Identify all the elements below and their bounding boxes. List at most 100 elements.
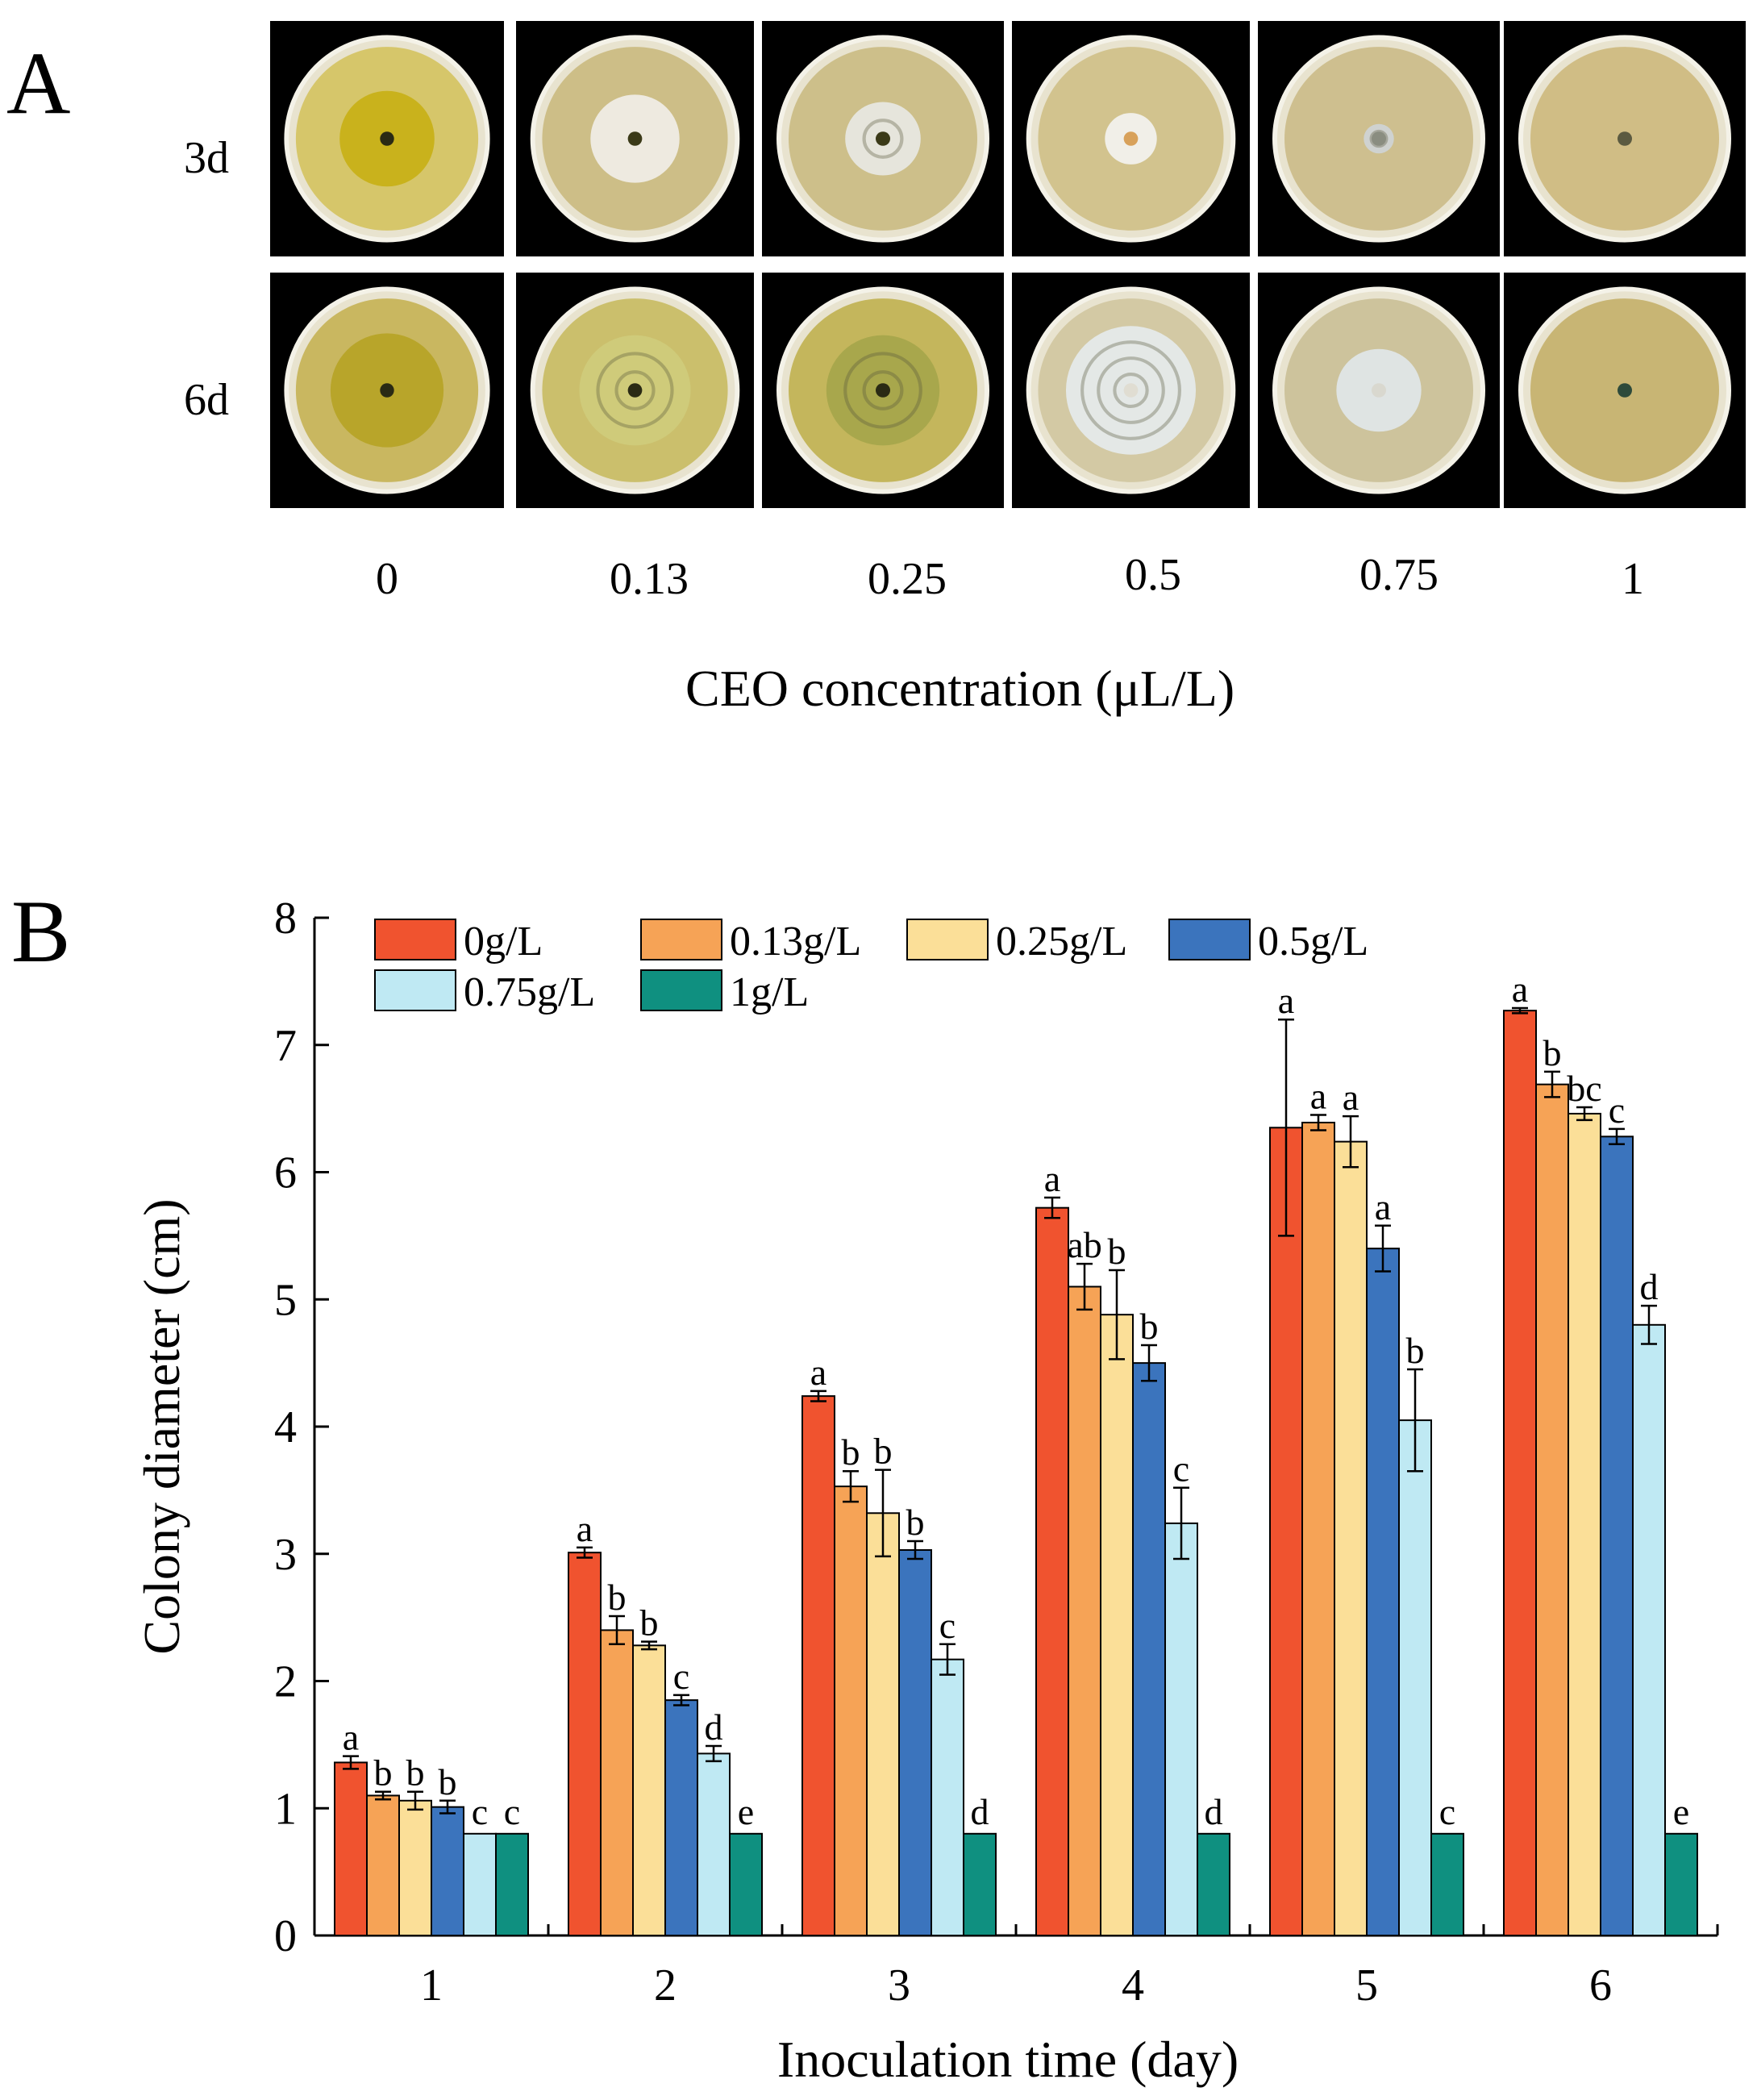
petri-dish-photo bbox=[1504, 21, 1746, 256]
significance-letter: b bbox=[608, 1577, 627, 1618]
bar bbox=[697, 1752, 731, 1936]
significance-letter: e bbox=[738, 1791, 754, 1832]
x-tick-label: 5 bbox=[1355, 1960, 1378, 2010]
x-tick-label: 3 bbox=[888, 1960, 910, 2010]
significance-letter: a bbox=[1343, 1077, 1359, 1118]
significance-letter: c bbox=[673, 1656, 689, 1697]
bar bbox=[1568, 1112, 1601, 1937]
significance-letter: b bbox=[1140, 1306, 1159, 1347]
bar bbox=[1430, 1832, 1464, 1937]
bar bbox=[1100, 1314, 1134, 1937]
bar bbox=[834, 1485, 868, 1936]
concentration-label: 0.13 bbox=[610, 554, 689, 604]
bar bbox=[931, 1658, 964, 1937]
significance-letter: c bbox=[939, 1605, 956, 1646]
bar bbox=[866, 1512, 900, 1936]
legend-label: 1g/L bbox=[730, 969, 809, 1015]
significance-letter: c bbox=[1609, 1090, 1625, 1131]
bar bbox=[1366, 1248, 1400, 1936]
legend-swatch bbox=[374, 969, 456, 1011]
row-label-6d: 6d bbox=[184, 375, 229, 425]
significance-letter: a bbox=[343, 1717, 359, 1758]
significance-letter: bc bbox=[1567, 1068, 1601, 1109]
bar bbox=[1035, 1206, 1069, 1937]
significance-letter: b bbox=[874, 1431, 893, 1472]
significance-letter: d bbox=[1640, 1266, 1659, 1307]
legend-swatch bbox=[640, 969, 722, 1011]
y-tick-label: 0 bbox=[274, 1911, 297, 1961]
bar bbox=[729, 1832, 763, 1937]
significance-letter: a bbox=[1310, 1076, 1326, 1117]
bar bbox=[898, 1549, 932, 1936]
significance-letter: b bbox=[640, 1602, 659, 1644]
significance-letter: b bbox=[906, 1502, 925, 1543]
y-tick-label: 2 bbox=[274, 1657, 297, 1707]
legend-label: 0.75g/L bbox=[464, 969, 595, 1015]
significance-letter: d bbox=[971, 1791, 989, 1832]
y-tick-label: 4 bbox=[274, 1402, 297, 1452]
significance-letter: a bbox=[1512, 969, 1528, 1010]
significance-letter: c bbox=[1439, 1791, 1455, 1832]
petri-dish-photo bbox=[1012, 21, 1250, 256]
legend-swatch bbox=[906, 919, 989, 960]
x-tick-label: 6 bbox=[1589, 1960, 1612, 2010]
significance-letter: b bbox=[406, 1752, 425, 1794]
bar bbox=[366, 1794, 400, 1937]
panel-a-letter: A bbox=[6, 34, 71, 132]
y-tick-label: 1 bbox=[274, 1784, 297, 1834]
y-tick-label: 3 bbox=[274, 1530, 297, 1580]
petri-dish-photo bbox=[270, 273, 504, 508]
bar bbox=[1068, 1285, 1101, 1936]
significance-letter: a bbox=[1375, 1186, 1391, 1227]
bar bbox=[1164, 1522, 1198, 1936]
significance-letter: a bbox=[810, 1352, 826, 1393]
x-tick-label: 1 bbox=[420, 1960, 443, 2010]
bar bbox=[1632, 1323, 1666, 1937]
significance-letter: b bbox=[1406, 1330, 1425, 1371]
y-tick-label: 5 bbox=[274, 1275, 297, 1325]
petri-dish-photo bbox=[1258, 273, 1500, 508]
bar bbox=[600, 1629, 634, 1937]
bar bbox=[1132, 1362, 1166, 1936]
significance-letter: b bbox=[374, 1752, 393, 1794]
concentration-label: 0.5 bbox=[1125, 550, 1181, 600]
significance-letter: c bbox=[1173, 1448, 1189, 1490]
petri-dish-photo bbox=[1258, 21, 1500, 256]
bar bbox=[801, 1395, 835, 1936]
petri-dish-photo bbox=[516, 273, 754, 508]
significance-letter: a bbox=[1044, 1158, 1060, 1199]
row-label-3d: 3d bbox=[184, 133, 229, 183]
significance-letter: b bbox=[1108, 1231, 1126, 1272]
legend-swatch bbox=[1168, 919, 1251, 960]
petri-dish-photo bbox=[762, 21, 1004, 256]
bar bbox=[334, 1761, 368, 1936]
significance-letter: e bbox=[1673, 1791, 1689, 1832]
bar bbox=[1197, 1832, 1230, 1937]
bar bbox=[431, 1806, 464, 1937]
legend-swatch bbox=[374, 919, 456, 960]
legend-label: 0g/L bbox=[464, 919, 543, 965]
significance-letter: c bbox=[504, 1791, 520, 1832]
petri-dish-photo bbox=[1504, 273, 1746, 508]
concentration-label: 0 bbox=[376, 554, 398, 604]
significance-letter: d bbox=[1205, 1791, 1223, 1832]
legend-label: 0.5g/L bbox=[1258, 919, 1368, 965]
bar bbox=[963, 1832, 997, 1937]
y-axis-title: Colony diameter (cm) bbox=[133, 1198, 190, 1654]
panel-a-x-title: CEO concentration (μL/L) bbox=[685, 660, 1235, 717]
x-tick-label: 4 bbox=[1122, 1960, 1144, 2010]
significance-letter: b bbox=[1543, 1032, 1562, 1073]
bar bbox=[1269, 1127, 1303, 1936]
significance-letter: a bbox=[1278, 980, 1294, 1021]
concentration-label: 1 bbox=[1622, 554, 1644, 604]
significance-letter: ab bbox=[1067, 1224, 1101, 1265]
y-tick-label: 7 bbox=[274, 1021, 297, 1071]
significance-letter: b bbox=[842, 1431, 860, 1473]
y-tick-label: 8 bbox=[274, 894, 297, 944]
bar bbox=[1503, 1010, 1537, 1936]
bar bbox=[495, 1832, 529, 1937]
significance-letter: c bbox=[472, 1791, 488, 1832]
petri-dish-photo bbox=[762, 273, 1004, 508]
concentration-label: 0.75 bbox=[1359, 550, 1438, 600]
